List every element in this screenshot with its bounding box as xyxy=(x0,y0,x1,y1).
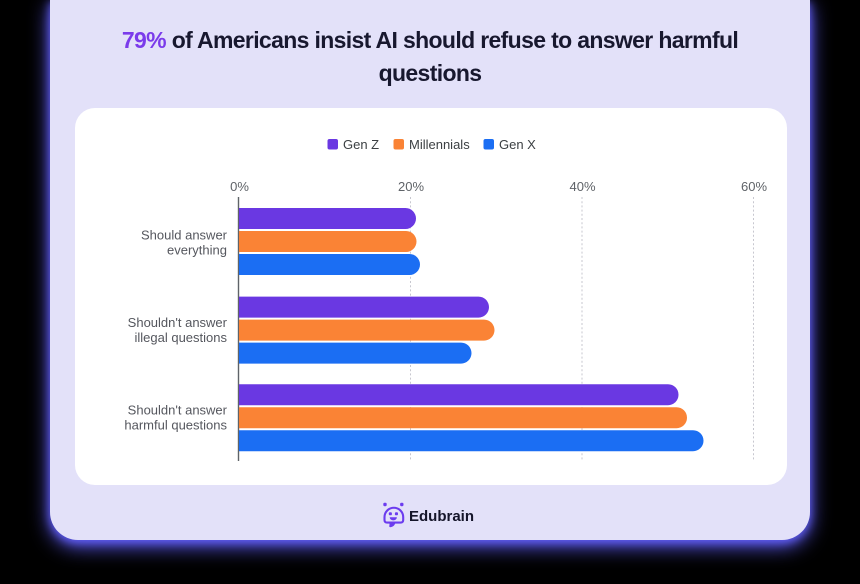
svg-text:0%: 0% xyxy=(230,179,249,194)
svg-text:Shouldn't answer: Shouldn't answer xyxy=(128,403,228,418)
svg-text:illegal questions: illegal questions xyxy=(134,330,227,345)
svg-text:60%: 60% xyxy=(741,179,767,194)
svg-text:Millennials: Millennials xyxy=(409,137,470,152)
svg-text:20%: 20% xyxy=(398,179,424,194)
svg-text:harmful questions: harmful questions xyxy=(124,418,227,433)
svg-text:Should answer: Should answer xyxy=(141,227,228,242)
svg-text:Edubrain: Edubrain xyxy=(409,508,474,525)
svg-text:Gen Z: Gen Z xyxy=(343,137,379,152)
svg-text:Gen X: Gen X xyxy=(499,137,536,152)
svg-text:40%: 40% xyxy=(569,179,595,194)
svg-text:everything: everything xyxy=(167,242,227,257)
svg-text:Shouldn't answer: Shouldn't answer xyxy=(128,315,228,330)
